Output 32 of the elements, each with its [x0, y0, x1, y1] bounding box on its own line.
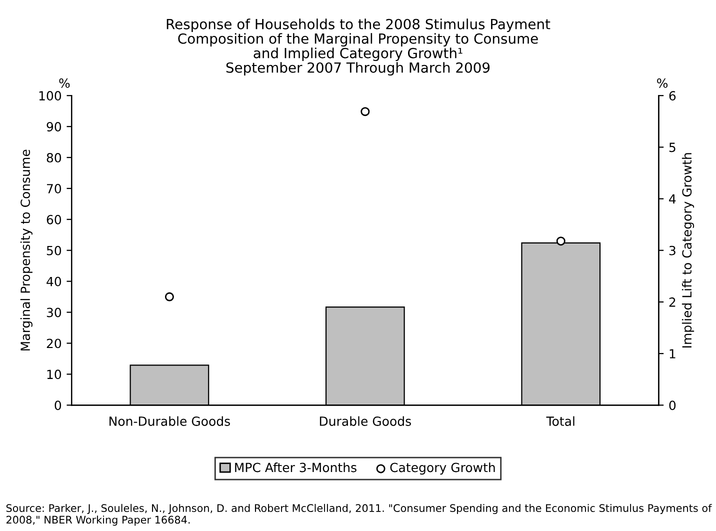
y2-tick-label: 3 [669, 246, 676, 256]
text: % [657, 78, 668, 88]
text: % [59, 78, 70, 88]
y2-tick-label: 6 [669, 91, 676, 101]
point [360, 107, 370, 116]
y-tick-label: 70 [46, 184, 62, 194]
point [556, 236, 566, 246]
y2-axis-title: Implied Lift to Category Growth [682, 153, 694, 348]
x-tick-label: Non-Durable Goods [110, 416, 230, 426]
y2-tick-label: 4 [669, 194, 676, 204]
x-tick-label: Total [546, 416, 574, 426]
legend-label: Category Growth [390, 462, 495, 475]
x-tick-label: Durable Goods [320, 416, 411, 426]
y2-tick-label: 0 [669, 400, 676, 410]
y2-tick-label: 2 [669, 297, 676, 307]
y-axis-title: Marginal Propensity to Consume [20, 150, 32, 350]
y-tick-label: 40 [46, 276, 62, 286]
chart-title: Response of Households to the 2008 Stimulus Payment Composition of the Marginal Propensity to Consume and Implied Category Growth¹ September 2007 Through March 2009 [166, 18, 550, 76]
y2-tick-label: 5 [669, 142, 676, 152]
y-tick-label: 0 [54, 400, 62, 410]
y-tick-label: 100 [39, 91, 62, 101]
y-tick-label: 10 [47, 370, 62, 380]
y-tick-label: 90 [46, 122, 62, 132]
source-note: Source: Parker, J., Souleles, N., Johnson, D. and Robert McClelland, 2011. "Consumer Spending and the Economic Stimulus Payments of 2008," NBER Working Paper 16684. [6, 504, 712, 526]
y-tick-label: 20 [46, 338, 62, 348]
y-tick-label: 60 [46, 214, 62, 224]
y2-tick-label: 1 [670, 349, 676, 358]
point [164, 292, 174, 302]
y-tick-label: 50 [46, 246, 62, 256]
legend-label: MPC After 3-Months [235, 462, 356, 472]
y-tick-label: 80 [46, 152, 62, 162]
y-tick-label: 30 [46, 308, 62, 318]
